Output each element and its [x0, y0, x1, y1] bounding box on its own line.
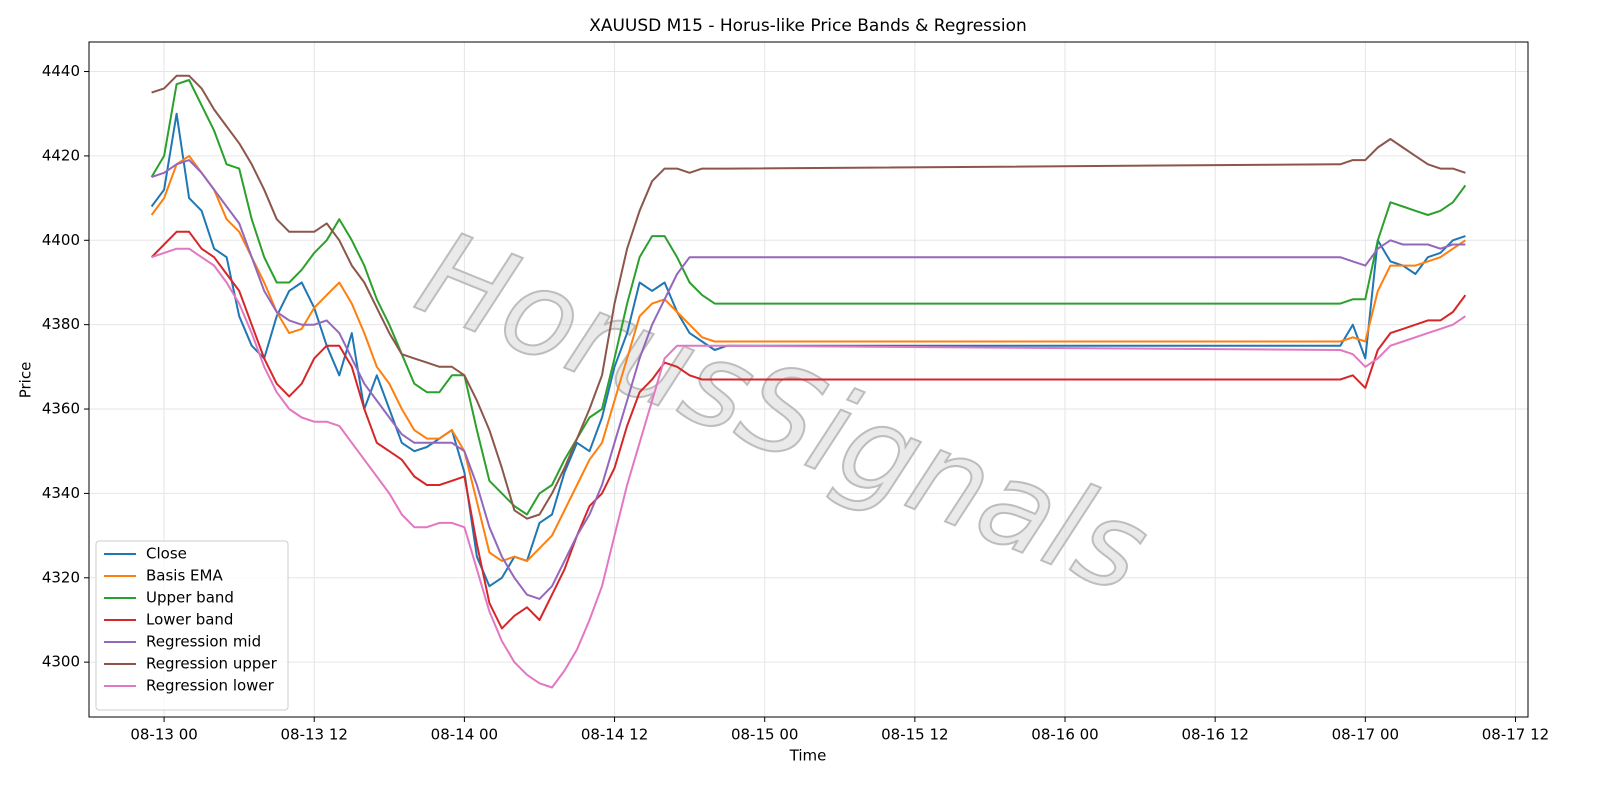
y-tick-label: 4340 [42, 484, 80, 502]
plot-frame [88, 41, 1529, 718]
x-tick-label: 08-15 12 [881, 726, 948, 744]
y-tick-label: 4440 [42, 62, 80, 80]
legend: Close Basis EMA Upper band Lower band Regres… [95, 540, 289, 711]
series-line [151, 247, 1466, 689]
y-tick-label: 4400 [42, 231, 80, 249]
x-axis-label: Time [789, 747, 827, 765]
series-line [150, 79, 1467, 516]
legend-box [95, 540, 289, 711]
x-tick-label: 08-14 12 [581, 726, 648, 744]
y-tick-label: 4360 [42, 400, 80, 418]
series-line [150, 230, 1467, 630]
chart-title: XAUUSD M15 - Horus-like Price Bands & Re… [589, 16, 1027, 36]
x-tick-label: 08-13 12 [281, 726, 348, 744]
series-line [150, 154, 1466, 562]
x-tick-label: 08-16 12 [1181, 726, 1248, 744]
legend-label: Regression mid [146, 633, 261, 651]
y-tick-label: 4320 [42, 568, 80, 586]
x-tick-label: 08-17 00 [1332, 726, 1399, 744]
legend-label: Basis EMA [146, 567, 223, 585]
ticks: 4300 4320 4340 4360 4380 4400 4420 4440 08-13 00… [42, 62, 1549, 743]
legend-label: Regression lower [146, 677, 275, 695]
x-tick-label: 08-14 00 [431, 726, 498, 744]
x-tick-label: 08-17 12 [1482, 726, 1549, 744]
legend-label: Lower band [146, 611, 233, 629]
legend-label: Close [146, 545, 187, 563]
series-line [151, 159, 1466, 600]
y-tick-label: 4420 [42, 146, 80, 164]
x-tick-label: 08-16 00 [1031, 726, 1098, 744]
y-axis-label: Price [17, 362, 35, 399]
lines [150, 74, 1467, 689]
legend-label: Regression upper [146, 655, 278, 673]
x-tick-label: 08-13 00 [130, 726, 197, 744]
series-line [151, 74, 1466, 520]
legend-label: Upper band [146, 589, 234, 607]
y-tick-label: 4300 [42, 653, 80, 671]
x-tick-label: 08-15 00 [731, 726, 798, 744]
y-tick-label: 4380 [42, 315, 80, 333]
